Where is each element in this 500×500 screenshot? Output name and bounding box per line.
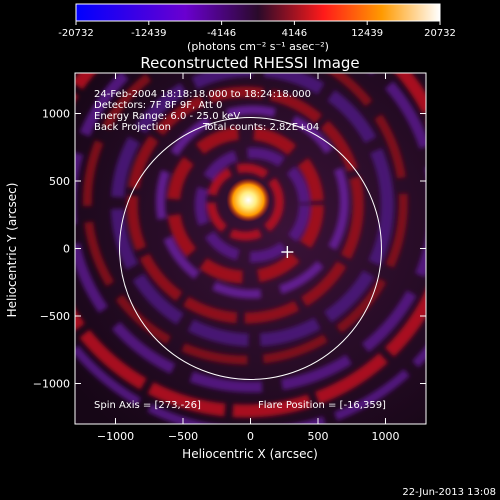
colorbar-tick-label: -20732 (58, 28, 93, 39)
spin-axis-marker (281, 246, 294, 259)
colorbar-tick-label: -4146 (207, 28, 236, 39)
colorbar-tick-label: 20732 (424, 28, 456, 39)
y-tick-label: 500 (49, 175, 70, 188)
info-line-energy: Energy Range: 6.0 - 25.0 keV (94, 111, 240, 122)
y-tick-label: 0 (63, 243, 70, 256)
sidelobe-ring (82, 73, 408, 365)
sidelobe-ring (155, 105, 349, 299)
x-tick-label: −1000 (97, 430, 134, 443)
flare-position-label: Flare Position = [-16,359] (258, 400, 386, 411)
x-tick-label: 0 (247, 430, 254, 443)
info-line-method: Back Projection (94, 122, 171, 133)
footer-timestamp: 22-Jun-2013 13:08 (402, 487, 496, 498)
chart-title: Reconstructed RHESSI Image (140, 54, 359, 72)
sidelobe-ring (166, 126, 324, 284)
x-tick-label: −500 (168, 430, 198, 443)
x-tick-label: 1000 (372, 430, 400, 443)
flare-source (226, 178, 271, 223)
sidelobe-ring (194, 147, 310, 263)
y-tick-label: −1000 (33, 378, 70, 391)
sidelobe-ring (75, 73, 426, 418)
x-axis-label: Heliocentric X (arcsec) (182, 447, 318, 461)
y-tick-label: −500 (40, 310, 70, 323)
y-tick-label: 1000 (42, 108, 70, 121)
colorbar (75, 3, 441, 22)
colorbar-unit-label: (photons cm⁻² s⁻¹ asec⁻²) (187, 40, 329, 53)
info-line-counts: Total counts: 2.82E+04 (202, 122, 319, 133)
info-line-time: 24-Feb-2004 18:18:18.000 to 18:24:18.000 (94, 89, 311, 100)
solar-limb-circle (119, 117, 382, 380)
sidelobe-rings (75, 73, 426, 424)
spin-axis-label: Spin Axis = [273,-26] (94, 400, 201, 411)
sidelobe-ring (110, 73, 394, 347)
colorbar-ticks: -20732 -12439 -4146 4146 12439 20732 (58, 21, 456, 39)
info-line-detectors: Detectors: 7F 8F 9F, Att 0 (94, 100, 222, 111)
x-tick-label: 500 (308, 430, 329, 443)
sidelobe-ring (75, 73, 426, 393)
colorbar-tick-label: 12439 (351, 28, 383, 39)
colorbar-tick-label: -12439 (131, 28, 166, 39)
sidelobe-ring (126, 86, 364, 324)
colorbar-tick-label: 4146 (282, 28, 307, 39)
sidelobe-ring (206, 163, 284, 241)
y-axis-label: Heliocentric Y (arcsec) (5, 183, 19, 318)
heatmap-image (75, 73, 426, 424)
axis-ticks: −1000 −500 0 500 1000 −1000 −500 0 500 1000 (33, 73, 426, 443)
